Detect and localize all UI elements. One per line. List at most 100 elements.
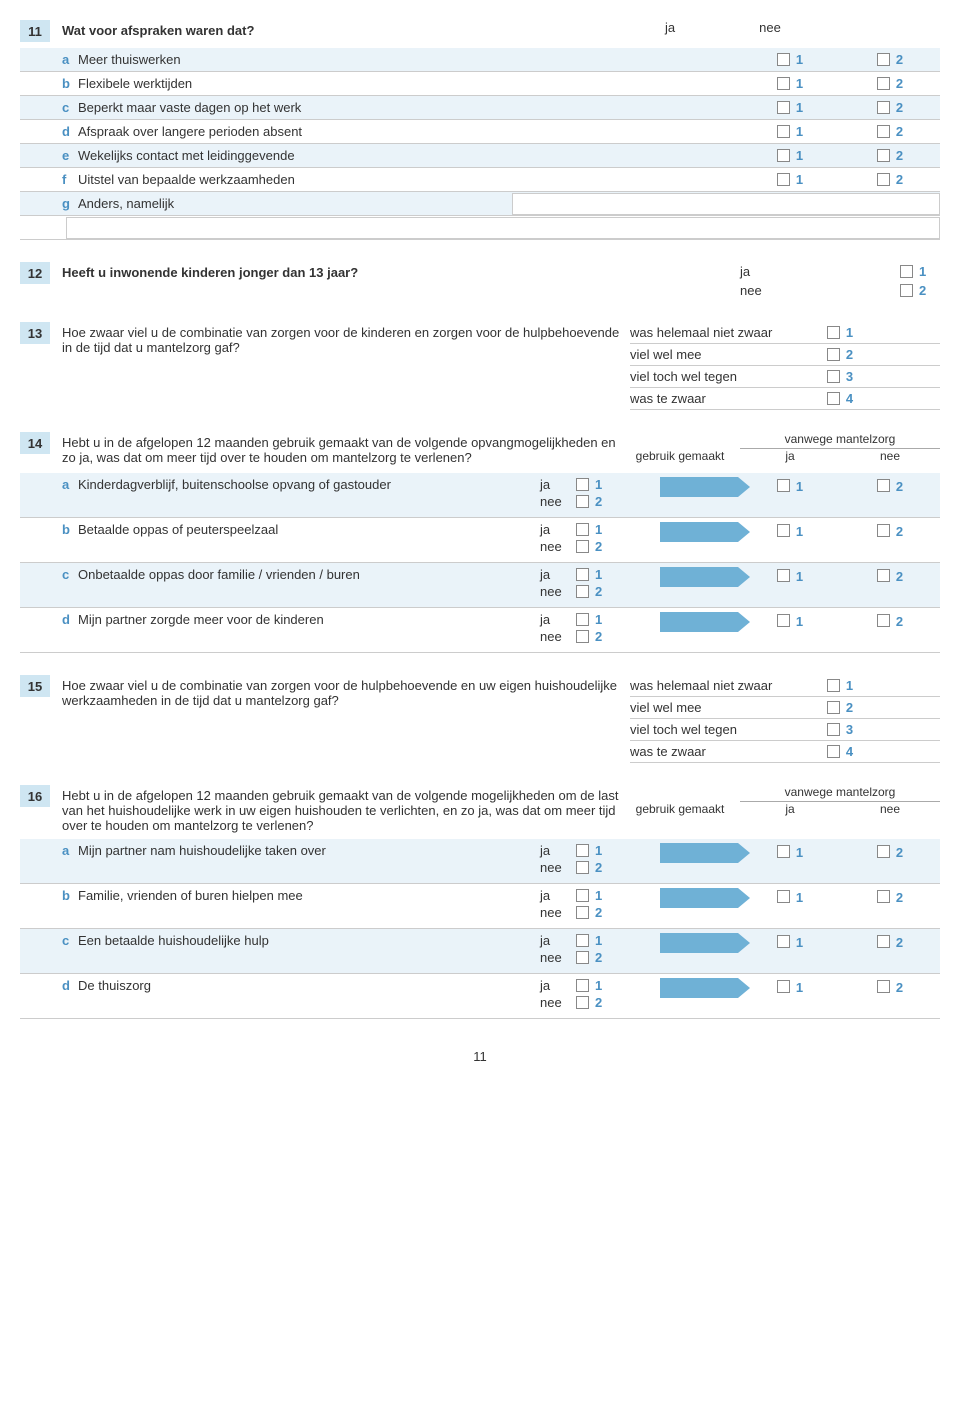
checkbox[interactable] [777, 125, 790, 138]
checkbox[interactable] [877, 173, 890, 186]
checkbox[interactable] [877, 77, 890, 90]
option-letter: a [62, 52, 78, 67]
option-value: 1 [796, 935, 803, 950]
arrow-icon [660, 522, 738, 542]
checkbox[interactable] [576, 540, 589, 553]
checkbox[interactable] [576, 585, 589, 598]
checkbox[interactable] [777, 935, 790, 948]
checkbox[interactable] [576, 568, 589, 581]
checkbox[interactable] [827, 370, 840, 383]
yn-option: nee2 [540, 860, 660, 875]
checkbox[interactable] [877, 890, 890, 903]
option-value: 1 [595, 843, 602, 858]
question-11: 11 Wat voor afspraken waren dat? ja nee … [20, 20, 940, 240]
question-number: 12 [20, 262, 50, 284]
checkbox[interactable] [827, 679, 840, 692]
checkbox[interactable] [576, 844, 589, 857]
checkbox[interactable] [777, 479, 790, 492]
option-letter: e [62, 148, 78, 163]
checkbox[interactable] [827, 723, 840, 736]
checkbox[interactable] [777, 173, 790, 186]
checkbox[interactable] [777, 569, 790, 582]
checkbox[interactable] [777, 890, 790, 903]
checkbox[interactable] [576, 613, 589, 626]
page-number: 11 [20, 1049, 940, 1064]
option-value: 2 [595, 494, 602, 509]
question-14: 14 Hebt u in de afgelopen 12 maanden geb… [20, 432, 940, 653]
checkbox[interactable] [827, 326, 840, 339]
checkbox[interactable] [827, 392, 840, 405]
checkbox[interactable] [576, 478, 589, 491]
checkbox[interactable] [877, 53, 890, 66]
checkbox[interactable] [877, 980, 890, 993]
checkbox[interactable] [877, 101, 890, 114]
question-16: 16 Hebt u in de afgelopen 12 maanden geb… [20, 785, 940, 1019]
checkbox[interactable] [877, 125, 890, 138]
option-letter: b [62, 522, 78, 537]
checkbox[interactable] [777, 77, 790, 90]
yn-label: ja [540, 843, 570, 858]
option-row: dMijn partner zorgde meer voor de kinder… [20, 608, 940, 653]
checkbox[interactable] [877, 614, 890, 627]
checkbox[interactable] [777, 53, 790, 66]
option-label: Mijn partner nam huishoudelijke taken ov… [78, 843, 540, 858]
checkbox[interactable] [576, 996, 589, 1009]
checkbox[interactable] [777, 101, 790, 114]
checkbox[interactable] [777, 980, 790, 993]
checkbox[interactable] [877, 524, 890, 537]
option-value: 1 [796, 124, 803, 139]
yn-label: nee [540, 905, 570, 920]
option-letter: c [62, 100, 78, 115]
checkbox[interactable] [576, 495, 589, 508]
option-value: 1 [796, 52, 803, 67]
text-input[interactable] [66, 217, 940, 239]
option-label: Afspraak over langere perioden absent [78, 120, 740, 143]
yn-option: nee2 [540, 539, 660, 554]
option-letter: g [62, 196, 78, 211]
yn-label: ja [540, 888, 570, 903]
checkbox[interactable] [877, 935, 890, 948]
arrow-icon [660, 933, 738, 953]
checkbox[interactable] [777, 614, 790, 627]
option-row [20, 216, 940, 240]
subheader-ja: ja [740, 802, 840, 816]
checkbox[interactable] [576, 630, 589, 643]
checkbox[interactable] [877, 569, 890, 582]
checkbox[interactable] [877, 479, 890, 492]
option-label: Anders, namelijk [78, 192, 504, 215]
option-label: viel toch wel tegen [630, 722, 810, 737]
option-label: Mijn partner zorgde meer voor de kindere… [78, 612, 540, 627]
checkbox[interactable] [777, 845, 790, 858]
checkbox[interactable] [777, 149, 790, 162]
checkbox[interactable] [827, 745, 840, 758]
option-value: 1 [595, 522, 602, 537]
option-letter: b [62, 76, 78, 91]
checkbox[interactable] [827, 701, 840, 714]
checkbox[interactable] [900, 265, 913, 278]
option-value: 1 [796, 100, 803, 115]
question-text: Heeft u inwonende kinderen jonger dan 13… [62, 262, 740, 280]
checkbox[interactable] [576, 979, 589, 992]
header-mantelzorg: vanwege mantelzorg [740, 785, 940, 799]
yn-option: ja1 [540, 567, 660, 582]
checkbox[interactable] [576, 906, 589, 919]
option-value: 3 [846, 369, 853, 384]
checkbox[interactable] [827, 348, 840, 361]
yn-label: nee [540, 584, 570, 599]
subheader-nee: nee [840, 802, 940, 816]
yn-label: ja [540, 612, 570, 627]
checkbox[interactable] [576, 861, 589, 874]
checkbox[interactable] [576, 523, 589, 536]
checkbox[interactable] [576, 889, 589, 902]
checkbox[interactable] [900, 284, 913, 297]
option-row: cBeperkt maar vaste dagen op het werk12 [20, 96, 940, 120]
checkbox[interactable] [877, 149, 890, 162]
checkbox[interactable] [576, 934, 589, 947]
option-value: 2 [595, 860, 602, 875]
yn-option: nee2 [540, 995, 660, 1010]
text-input[interactable] [512, 193, 940, 215]
checkbox[interactable] [777, 524, 790, 537]
checkbox[interactable] [877, 845, 890, 858]
checkbox[interactable] [576, 951, 589, 964]
option-row: viel toch wel tegen3 [630, 719, 940, 741]
